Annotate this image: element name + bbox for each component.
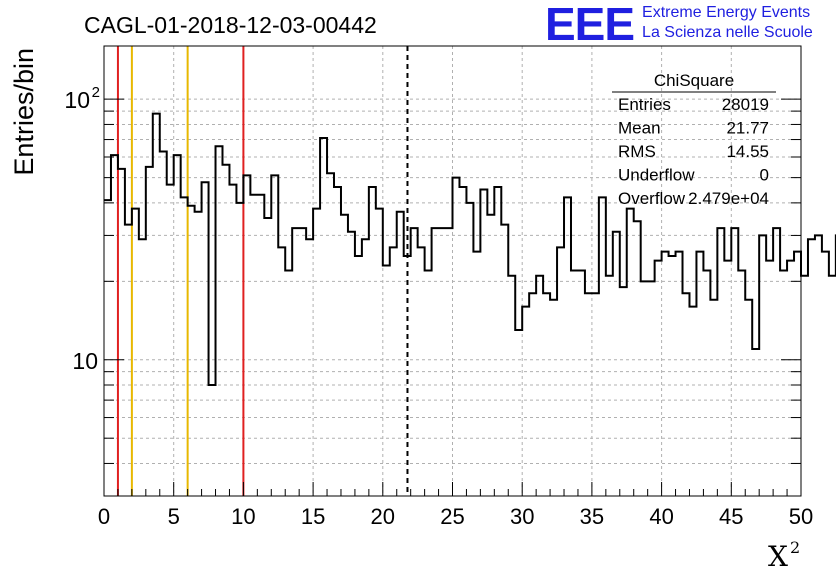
x-tick-label: 20	[371, 504, 395, 529]
x-tick-label: 10	[231, 504, 255, 529]
x-tick-label: 25	[440, 504, 464, 529]
y-tick-label-exponent: 2	[92, 84, 100, 101]
grid	[104, 46, 801, 497]
stats-label: Entries	[618, 95, 671, 114]
logo-line-1: Extreme Energy Events	[642, 4, 811, 21]
x-tick-label: 30	[510, 504, 534, 529]
x-tick-label: 35	[580, 504, 604, 529]
stats-value: 2.479e+04	[688, 189, 769, 208]
y-tick-label: 10	[72, 348, 98, 374]
histogram-series	[104, 112, 836, 387]
stats-value: 0	[760, 166, 769, 185]
stats-value: 14.55	[726, 142, 769, 161]
stats-label: RMS	[618, 142, 656, 161]
stats-box: ChiSquare Entries 28019 Mean 21.77 RMS 14.55 Un…	[612, 71, 776, 208]
y-tick-label: 10	[64, 87, 90, 113]
x-tick-label: 45	[719, 504, 743, 529]
logo-line-2: La Scienza nelle Scuole	[642, 24, 813, 41]
stats-label: Overflow	[618, 189, 686, 208]
stats-label: Underflow	[618, 166, 695, 185]
stats-value: 21.77	[726, 119, 769, 138]
y-axis-label: Entries/bin	[9, 48, 39, 176]
logo-mark: EEE	[545, 0, 635, 50]
chart-title: CAGL-01-2018-12-03-00442	[84, 12, 377, 38]
x-tick-label: 0	[98, 504, 110, 529]
x-tick-label: 15	[301, 504, 325, 529]
x-tick-label: 40	[649, 504, 673, 529]
x-tick-label: 5	[168, 504, 180, 529]
stats-value: 28019	[722, 95, 769, 114]
axis-ticks	[103, 98, 802, 497]
x-tick-labels: 0 5 10 15 20 25 30 35 40 45 50	[98, 504, 813, 529]
stats-title: ChiSquare	[654, 71, 734, 90]
eee-logo: EEE Extreme Energy Events La Scienza nel…	[545, 0, 813, 50]
logo-text: Extreme Energy Events La Scienza nelle S…	[642, 3, 813, 43]
vertical-lines	[116, 46, 409, 496]
x-tick-label: 50	[789, 504, 813, 529]
stats-label: Mean	[618, 119, 661, 138]
